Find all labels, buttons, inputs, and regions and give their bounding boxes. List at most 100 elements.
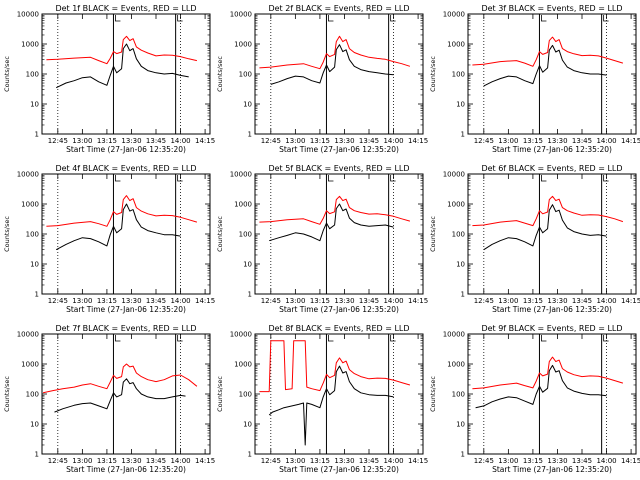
y-tick-label: 1000	[447, 201, 465, 209]
x-tick-label: 13:45	[146, 297, 166, 305]
x-tick-label: 13:15	[523, 457, 543, 465]
x-tick-label: 13:15	[523, 137, 543, 145]
y-tick-label: 10000	[443, 11, 465, 19]
interval-marker	[390, 175, 396, 182]
x-tick-label: 12:45	[48, 457, 68, 465]
x-tick-label: 13:30	[547, 297, 567, 305]
x-tick-label: 14:15	[195, 457, 215, 465]
x-tick-label: 14:00	[170, 137, 190, 145]
y-tick-label: 10	[30, 261, 39, 269]
interval-marker	[177, 15, 183, 22]
x-tick-label: 12:45	[474, 457, 494, 465]
y-axis-label: Counts/sec	[3, 56, 11, 92]
y-tick-label: 1000	[21, 201, 39, 209]
y-tick-label: 1	[248, 131, 252, 139]
y-tick-label: 10	[243, 261, 252, 269]
y-tick-label: 10	[456, 261, 465, 269]
interval-marker	[541, 175, 547, 182]
y-tick-label: 1000	[234, 201, 252, 209]
y-tick-label: 100	[239, 231, 252, 239]
y-tick-label: 100	[26, 71, 39, 79]
x-tick-label: 14:00	[596, 297, 616, 305]
y-axis-label: Counts/sec	[3, 216, 11, 252]
y-axis-label: Counts/sec	[429, 216, 437, 252]
series-line-events	[270, 44, 394, 85]
interval-marker	[328, 175, 334, 182]
y-tick-label: 10	[30, 101, 39, 109]
series-line-lld	[42, 363, 198, 394]
x-tick-label: 13:45	[359, 297, 379, 305]
interval-marker	[603, 175, 609, 182]
plot-frame	[254, 333, 424, 455]
series-line-events	[55, 43, 189, 89]
series-line-events	[483, 44, 607, 87]
y-tick-label: 10	[243, 421, 252, 429]
series-line-lld	[259, 340, 411, 393]
x-tick-label: 13:45	[572, 137, 592, 145]
x-tick-label: 13:30	[547, 457, 567, 465]
plot-frame	[467, 333, 637, 455]
x-tick-label: 13:00	[285, 137, 305, 145]
y-axis-label: Counts/sec	[429, 56, 437, 92]
x-tick-label: 14:15	[195, 297, 215, 305]
x-axis-label: Start Time (27-Jan-06 12:35:20)	[279, 305, 399, 314]
x-tick-label: 14:00	[383, 137, 403, 145]
x-tick-label: 13:30	[334, 457, 354, 465]
series-line-events	[483, 204, 607, 251]
series-line-events	[475, 364, 607, 409]
y-tick-label: 1	[35, 131, 39, 139]
y-tick-label: 1000	[21, 361, 39, 369]
x-tick-label: 14:15	[621, 297, 640, 305]
y-axis-label: Counts/sec	[216, 216, 224, 252]
y-tick-label: 1000	[447, 41, 465, 49]
interval-marker	[177, 335, 183, 342]
x-tick-label: 14:15	[621, 137, 640, 145]
interval-marker	[115, 175, 121, 182]
y-tick-label: 1000	[234, 361, 252, 369]
y-tick-label: 10	[456, 101, 465, 109]
plot-frame	[254, 13, 424, 135]
x-tick-label: 14:15	[408, 137, 428, 145]
chart-title: Det 8f BLACK = Events, RED = LLD	[268, 324, 409, 333]
chart-panel: Det 6f BLACK = Events, RED = LLD 1 10 100 10…	[429, 164, 640, 314]
interval-marker	[541, 335, 547, 342]
x-tick-label: 14:15	[408, 297, 428, 305]
chart-title: Det 9f BLACK = Events, RED = LLD	[481, 324, 622, 333]
interval-marker	[115, 15, 121, 22]
series-line-events	[54, 378, 186, 413]
x-tick-label: 13:15	[523, 297, 543, 305]
series-line-lld	[472, 36, 624, 67]
interval-marker	[328, 15, 334, 22]
x-tick-label: 14:00	[170, 297, 190, 305]
x-axis-label: Start Time (27-Jan-06 12:35:20)	[66, 145, 186, 154]
x-tick-label: 13:30	[334, 137, 354, 145]
plot-frame	[41, 173, 211, 295]
x-tick-label: 14:00	[383, 297, 403, 305]
x-tick-label: 12:45	[474, 137, 494, 145]
x-tick-label: 13:15	[310, 297, 330, 305]
interval-marker	[390, 335, 396, 342]
x-tick-label: 13:30	[547, 137, 567, 145]
y-tick-label: 10000	[230, 331, 252, 339]
y-tick-label: 10000	[443, 171, 465, 179]
chart-panel: Det 7f BLACK = Events, RED = LLD 1 10 100 10…	[3, 324, 215, 474]
y-axis-label: Counts/sec	[3, 376, 11, 412]
y-tick-label: 1	[248, 291, 252, 299]
x-tick-label: 13:00	[498, 297, 518, 305]
x-tick-label: 13:30	[121, 457, 141, 465]
chart-title: Det 2f BLACK = Events, RED = LLD	[268, 4, 409, 13]
panels-group: Det 1f BLACK = Events, RED = LLD 1 10 100 10…	[3, 4, 640, 474]
x-tick-label: 13:45	[146, 457, 166, 465]
y-tick-label: 1	[35, 291, 39, 299]
chart-title: Det 4f BLACK = Events, RED = LLD	[55, 164, 196, 173]
y-tick-label: 1000	[21, 41, 39, 49]
x-tick-label: 12:45	[48, 297, 68, 305]
series-line-events	[55, 203, 181, 251]
chart-title: Det 1f BLACK = Events, RED = LLD	[55, 4, 196, 13]
y-tick-label: 10000	[443, 331, 465, 339]
chart-title: Det 7f BLACK = Events, RED = LLD	[55, 324, 196, 333]
x-tick-label: 13:30	[121, 297, 141, 305]
x-axis-label: Start Time (27-Jan-06 12:35:20)	[492, 145, 612, 154]
x-tick-label: 13:15	[310, 137, 330, 145]
